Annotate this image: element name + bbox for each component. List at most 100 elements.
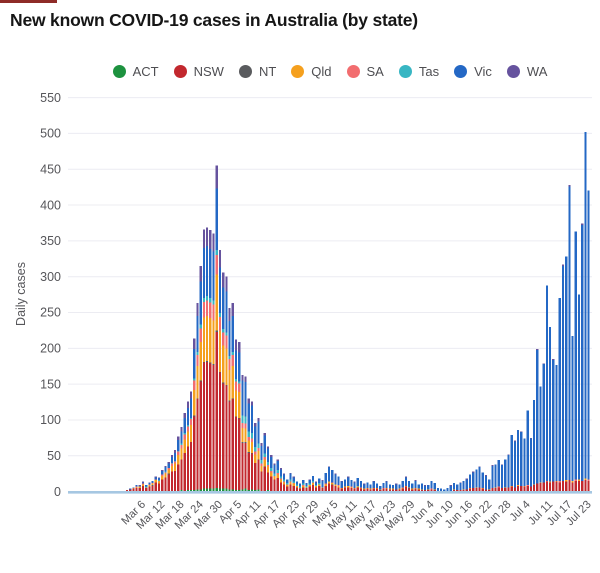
bar-may-17[interactable] [372, 480, 375, 492]
bar-jul-19[interactable] [574, 231, 577, 492]
bar-jun-20[interactable] [481, 472, 484, 492]
bar-jul-22[interactable] [584, 131, 587, 492]
bar-jun-5[interactable] [433, 483, 436, 492]
bar-apr-25[interactable] [302, 480, 305, 492]
bar-apr-18[interactable] [279, 467, 282, 492]
bar-mar-15[interactable] [170, 455, 173, 492]
bar-apr-28[interactable] [311, 475, 315, 492]
bar-jul-3[interactable] [523, 438, 526, 492]
bar-mar-27[interactable] [209, 230, 212, 492]
bar-may-18[interactable] [375, 483, 379, 492]
bar-apr-26[interactable] [305, 483, 308, 492]
bar-jun-4[interactable] [430, 480, 433, 492]
bar-mar-23[interactable] [196, 303, 199, 492]
bar-jul-1[interactable] [516, 429, 520, 492]
bar-may-11[interactable] [353, 481, 356, 492]
bar-may-3[interactable] [327, 466, 331, 492]
bar-apr-14[interactable] [266, 446, 270, 492]
bar-apr-21[interactable] [289, 472, 292, 492]
bar-mar-28[interactable] [212, 233, 215, 492]
bar-apr-3[interactable] [231, 303, 234, 492]
bar-may-9[interactable] [347, 476, 350, 492]
bar-jun-12[interactable] [456, 484, 459, 492]
bar-apr-4[interactable] [234, 339, 238, 492]
bar-apr-9[interactable] [250, 401, 254, 492]
bar-apr-2[interactable] [228, 308, 231, 492]
bar-may-28[interactable] [407, 480, 411, 492]
bar-mar-2[interactable] [129, 488, 132, 492]
bar-jun-1[interactable] [420, 483, 424, 492]
bar-mar-10[interactable] [154, 476, 157, 492]
bar-apr-12[interactable] [260, 442, 263, 492]
bar-mar-3[interactable] [132, 487, 135, 492]
bar-jun-17[interactable] [472, 471, 475, 492]
bar-apr-19[interactable] [282, 473, 286, 492]
bar-jul-5[interactable] [529, 437, 532, 492]
bar-mar-24[interactable] [199, 265, 202, 492]
bar-jun-14[interactable] [462, 480, 465, 492]
bar-jul-14[interactable] [558, 298, 561, 492]
bar-mar-31[interactable] [222, 272, 225, 492]
bar-may-14[interactable] [363, 483, 366, 492]
bar-jul-10[interactable] [545, 285, 549, 492]
bar-may-2[interactable] [324, 472, 327, 492]
bar-apr-22[interactable] [292, 476, 295, 492]
bar-jul-11[interactable] [549, 326, 552, 492]
bar-jul-6[interactable] [532, 399, 536, 492]
bar-mar-7[interactable] [145, 485, 148, 492]
bar-mar-22[interactable] [193, 338, 196, 492]
bar-may-26[interactable] [401, 480, 404, 492]
bar-apr-6[interactable] [241, 374, 244, 492]
bar-jul-20[interactable] [577, 294, 581, 492]
bar-jun-25[interactable] [497, 460, 500, 492]
bar-apr-23[interactable] [295, 481, 298, 492]
bar-jul-15[interactable] [561, 264, 565, 492]
bar-apr-24[interactable] [298, 483, 302, 492]
bar-apr-8[interactable] [247, 398, 250, 492]
bar-mar-6[interactable] [141, 481, 145, 492]
bar-may-8[interactable] [343, 479, 347, 492]
bar-may-19[interactable] [379, 485, 382, 492]
bar-may-12[interactable] [356, 477, 359, 492]
bar-mar-30[interactable] [218, 250, 222, 492]
bar-jun-2[interactable] [424, 485, 427, 492]
bar-jun-23[interactable] [491, 465, 494, 492]
bar-may-24[interactable] [395, 483, 398, 492]
bar-may-29[interactable] [411, 483, 414, 492]
bar-apr-5[interactable] [238, 341, 241, 492]
bar-mar-20[interactable] [186, 401, 190, 492]
bar-may-6[interactable] [337, 476, 340, 492]
bar-may-27[interactable] [404, 476, 407, 492]
bar-jun-13[interactable] [459, 482, 462, 492]
bar-may-21[interactable] [385, 480, 388, 492]
bar-jul-7[interactable] [536, 349, 539, 492]
bar-jun-24[interactable] [494, 464, 497, 492]
bar-apr-30[interactable] [318, 478, 321, 492]
bar-mar-11[interactable] [157, 477, 161, 492]
bar-apr-13[interactable] [263, 432, 266, 492]
bar-jun-30[interactable] [513, 440, 516, 492]
bar-mar-16[interactable] [173, 450, 177, 492]
bar-may-30[interactable] [414, 480, 417, 492]
bar-may-7[interactable] [340, 480, 343, 492]
bar-mar-5[interactable] [138, 485, 141, 492]
bar-may-16[interactable] [369, 484, 372, 492]
bar-may-20[interactable] [382, 483, 385, 492]
bar-mar-21[interactable] [190, 391, 193, 492]
bar-jun-21[interactable] [484, 475, 488, 492]
bar-jul-21[interactable] [581, 223, 584, 492]
bar-mar-14[interactable] [167, 462, 170, 492]
bar-mar-25[interactable] [202, 229, 206, 492]
bar-mar-29[interactable] [215, 165, 218, 492]
bar-may-5[interactable] [334, 473, 337, 492]
bar-may-10[interactable] [350, 480, 353, 492]
bar-apr-17[interactable] [276, 459, 279, 492]
bar-jun-18[interactable] [475, 469, 478, 492]
bar-jul-23[interactable] [587, 190, 590, 492]
bar-jun-28[interactable] [507, 454, 510, 492]
bar-jun-29[interactable] [510, 435, 513, 492]
bar-mar-26[interactable] [206, 227, 209, 492]
bar-may-13[interactable] [359, 480, 363, 492]
bar-may-15[interactable] [366, 482, 369, 492]
bar-jun-15[interactable] [465, 478, 468, 492]
